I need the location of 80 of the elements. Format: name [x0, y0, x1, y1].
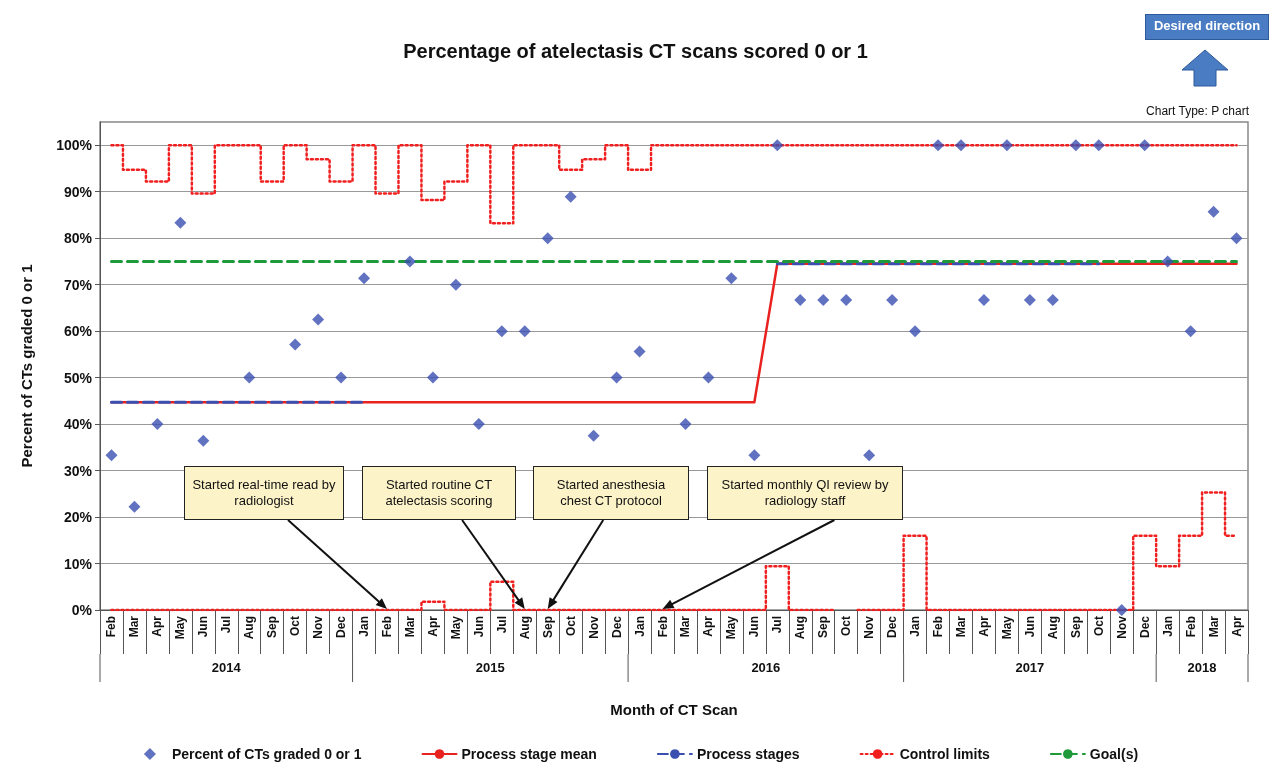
text: 2018 — [1186, 660, 1218, 675]
legend-label: Process stages — [696, 746, 800, 762]
y-tick-label: 80% — [63, 230, 93, 247]
x-axis-title: Month of CT Scan — [610, 701, 738, 718]
x-tick-label: Jun — [747, 616, 762, 638]
y-tick-label: 90% — [63, 183, 93, 200]
x-tick-label: Jan — [1160, 616, 1175, 637]
x-tick-label: Apr — [150, 615, 165, 637]
x-tick-label: Apr — [425, 615, 440, 637]
x-tick-label: May — [999, 615, 1014, 640]
x-tick-label: May — [448, 615, 463, 640]
x-tick-label: Mar — [127, 615, 142, 638]
x-tick-label: Sep — [816, 616, 831, 639]
x-tick-label: Sep — [265, 616, 280, 639]
x-tick-label: Jan — [908, 616, 923, 637]
x-tick-label: Oct — [839, 616, 854, 637]
y-tick-label: 40% — [63, 416, 93, 433]
y-tick-label: 0% — [71, 602, 93, 618]
x-tick-label: Feb — [104, 616, 119, 638]
legend-label: Percent of CTs graded 0 or 1 — [171, 746, 362, 762]
x-tick-label: Oct — [563, 616, 578, 637]
x-tick-label: May — [724, 615, 739, 640]
x-tick-label: Mar — [954, 615, 968, 638]
x-tick-label: Apr — [701, 615, 716, 637]
x-tick-label: Mar — [678, 615, 693, 638]
callout-box: Started routine CT atelectasis scoring — [362, 466, 516, 520]
x-tick-label: Jun — [471, 616, 486, 638]
x-tick-label: Nov — [311, 615, 326, 639]
y-tick-label: 70% — [63, 276, 93, 293]
y-tick-label: 20% — [63, 509, 93, 526]
x-tick-label: Jul — [219, 616, 234, 634]
x-tick-label: Dec — [1137, 615, 1152, 639]
callout-box: Started real-time read by radiologist — [184, 466, 344, 520]
x-tick-label: Dec — [885, 615, 900, 639]
x-tick-label: Apr — [976, 615, 991, 637]
x-tick-label: Sep — [1068, 616, 1083, 639]
chart-title: Percentage of atelectasis CT scans scored 0 or 1 — [403, 40, 868, 62]
x-tick-label: Jun — [1022, 616, 1037, 638]
text: 2015 — [474, 660, 506, 675]
legend-label: Control limits — [899, 746, 991, 762]
y-axis-title: Percent of CTs graded 0 or 1 — [18, 264, 35, 468]
x-tick-label: Jan — [357, 616, 372, 637]
text: Chart Type: P chart — [1146, 104, 1249, 118]
x-tick-label: Feb — [1183, 616, 1198, 638]
x-tick-label: Nov — [586, 615, 601, 639]
x-tick-label: Mar — [402, 615, 417, 638]
x-tick-label: Aug — [1045, 616, 1060, 640]
x-tick-label: Nov — [862, 615, 877, 639]
x-tick-label: Jan — [632, 616, 647, 637]
x-tick-label: Aug — [242, 616, 257, 640]
x-tick-label: Oct — [1091, 616, 1106, 637]
y-tick-label: 30% — [63, 462, 93, 479]
y-tick-label: 50% — [63, 369, 93, 386]
x-tick-label: Feb — [380, 616, 394, 638]
text: 2016 — [750, 660, 782, 675]
x-tick-label: Dec — [334, 615, 349, 639]
x-tick-label: Feb — [655, 616, 670, 638]
x-tick-label: May — [173, 615, 188, 640]
x-tick-label: Feb — [931, 616, 946, 638]
x-tick-label: Jun — [196, 616, 211, 638]
y-tick-label: 10% — [63, 555, 93, 572]
legend-label: Process stage mean — [461, 746, 597, 762]
x-tick-label: Mar — [1206, 615, 1221, 638]
y-tick-label: 100% — [56, 137, 93, 154]
text: 2014 — [210, 660, 242, 675]
callout-box: Started anesthesia chest CT protocol — [533, 466, 689, 520]
legend-label: Goal(s) — [1089, 746, 1139, 762]
x-tick-label: Jul — [494, 616, 509, 634]
x-tick-label: Dec — [609, 615, 624, 639]
text: 2017 — [1014, 660, 1046, 675]
y-tick-label: 60% — [63, 323, 93, 340]
x-tick-label: Jul — [770, 616, 785, 634]
x-tick-label: Apr — [1229, 615, 1244, 637]
x-tick-label: Nov — [1114, 615, 1129, 639]
callout-box: Started monthly QI review by radiology staff — [707, 466, 903, 520]
x-tick-label: Sep — [540, 616, 555, 639]
x-tick-label: Oct — [288, 616, 303, 637]
x-tick-label: Aug — [517, 616, 532, 640]
x-tick-label: Aug — [793, 616, 808, 640]
text: Desired direction — [1145, 14, 1269, 40]
